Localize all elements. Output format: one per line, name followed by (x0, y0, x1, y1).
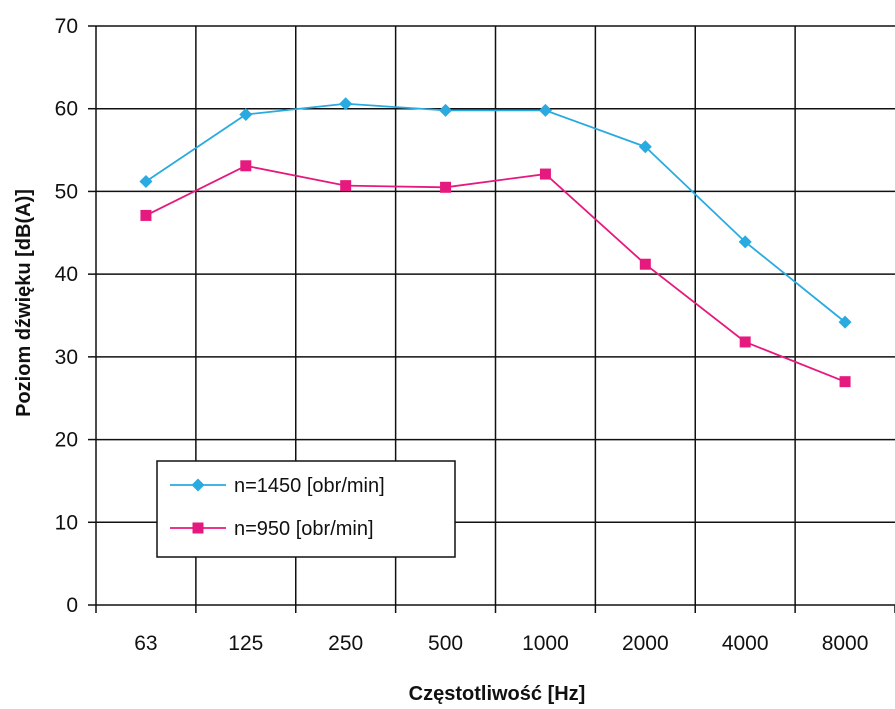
y-tick-label: 10 (55, 511, 78, 534)
y-axis-title: Poziom dźwięku [dB(A)] (13, 189, 35, 417)
series-layer (139, 97, 852, 388)
data-point (239, 108, 253, 122)
data-point (638, 140, 652, 154)
data-point (140, 209, 152, 221)
grid (96, 25, 895, 605)
x-tick-label: 1000 (522, 632, 569, 655)
legend-marker-n950 (192, 522, 204, 534)
series-1 (140, 160, 851, 388)
data-point (739, 336, 751, 348)
axes (88, 25, 895, 613)
y-tick-label: 60 (55, 98, 78, 121)
x-axis-title: Częstotliwość [Hz] (409, 683, 586, 705)
x-tick-labels: 63 125 250 500 1000 2000 4000 8000 (134, 632, 868, 655)
x-tick-label: 4000 (722, 632, 769, 655)
y-tick-labels: 0 10 20 30 40 50 60 70 (55, 15, 78, 617)
x-tick-label: 500 (428, 632, 463, 655)
series-line (145, 102, 846, 323)
legend-label-n1450: n=1450 [obr/min] (234, 475, 385, 497)
legend-box (156, 460, 456, 558)
data-point (639, 258, 651, 270)
data-point (838, 315, 852, 329)
series-0 (139, 97, 852, 329)
y-tick-label: 0 (66, 594, 78, 617)
legend-marker-n1450 (191, 478, 205, 492)
y-tick-label: 40 (55, 263, 78, 286)
y-tick-label: 50 (55, 180, 78, 203)
legend-marker-shape (192, 522, 204, 534)
x-tick-label: 8000 (822, 632, 869, 655)
data-point (340, 180, 352, 192)
y-tick-label: 70 (55, 15, 78, 38)
x-tick-label: 250 (328, 632, 363, 655)
x-tick-label: 2000 (622, 632, 669, 655)
legend-label-n950: n=950 [obr/min] (234, 518, 374, 540)
series-line (145, 164, 846, 383)
legend-marker-shape (191, 478, 205, 492)
data-point (139, 175, 153, 189)
data-point (339, 97, 353, 111)
y-tick-label: 20 (55, 429, 78, 452)
data-point (538, 103, 552, 117)
data-point (539, 168, 551, 180)
data-point (440, 181, 452, 193)
x-tick-label: 125 (228, 632, 263, 655)
data-point (439, 103, 453, 117)
legend: n=1450 [obr/min] n=950 [obr/min] (156, 460, 456, 558)
data-point (738, 235, 752, 249)
data-point (839, 376, 851, 388)
y-tick-label: 30 (55, 346, 78, 369)
x-tick-label: 63 (134, 632, 157, 655)
data-point (240, 160, 252, 172)
